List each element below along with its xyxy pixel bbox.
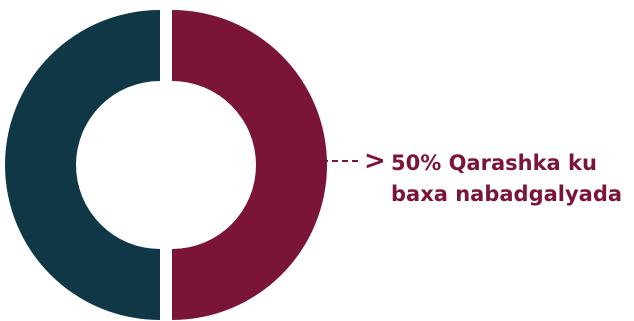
- annotation-line-1: 50% Qarashka ku: [391, 151, 597, 175]
- annotation-line-2: baxa nabadgalyada: [391, 182, 623, 206]
- callout-pointer: >: [322, 145, 394, 177]
- donut-slice-1: [5, 10, 160, 320]
- slice-annotation: 50% Qarashka ku baxa nabadgalyada: [391, 148, 631, 210]
- chevron-right-icon: >: [364, 146, 386, 176]
- dashed-leader-line: [322, 160, 358, 162]
- donut-slices: [5, 10, 327, 320]
- donut-slice-0: [172, 10, 327, 320]
